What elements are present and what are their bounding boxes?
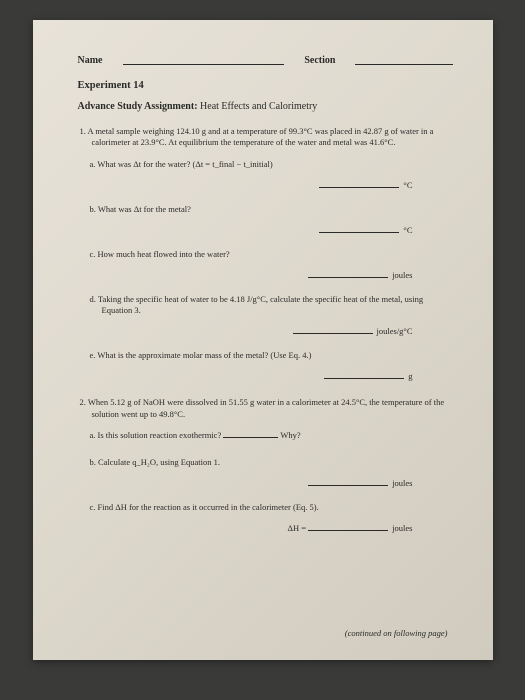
q1a: a. What was Δt for the water? (Δt = t_fi… (102, 159, 453, 170)
section-label: Section (304, 55, 335, 66)
section-line (355, 55, 452, 65)
q1d-answer: joules/g°C (78, 326, 413, 336)
q1b: b. What was Δt for the metal? (102, 204, 453, 215)
question-2: 2. When 5.12 g of NaOH were dissolved in… (78, 397, 453, 420)
worksheet-page: Name Section Experiment 14 Advance Study… (33, 20, 493, 660)
unit-jgc: joules/g°C (377, 326, 413, 336)
q1b-answer: °C (78, 225, 413, 235)
title-bold: Advance Study Assignment: (78, 101, 198, 112)
assignment-title: Advance Study Assignment: Heat Effects a… (78, 101, 453, 112)
q1d: d. Taking the specific heat of water to … (102, 294, 453, 316)
q1c: c. How much heat flowed into the water? (102, 249, 453, 260)
title-rest: Heat Effects and Calorimetry (198, 101, 318, 112)
question-1: 1. A metal sample weighing 124.10 g and … (78, 126, 453, 149)
name-label: Name (78, 55, 103, 66)
q2a-text2: Why? (278, 430, 300, 440)
name-line (123, 55, 285, 65)
q2b: b. Calculate q_H₂O, using Equation 1. (102, 457, 453, 468)
delta-h-label: ΔH = (288, 523, 309, 533)
unit-j2: joules (392, 478, 412, 488)
unit-g: g (408, 371, 412, 381)
unit-c: °C (403, 180, 412, 190)
q1a-answer: °C (78, 180, 413, 190)
q1e-answer: g (78, 371, 413, 381)
unit-c2: °C (403, 225, 412, 235)
q2a-text1: a. Is this solution reaction exothermic? (90, 430, 224, 440)
q2a: a. Is this solution reaction exothermic?… (102, 430, 453, 441)
continued-footer: (continued on following page) (345, 628, 448, 638)
header-row: Name Section (78, 55, 453, 66)
q2c-answer: ΔH = joules (78, 523, 413, 533)
unit-j3: joules (392, 523, 412, 533)
q1e: e. What is the approximate molar mass of… (102, 350, 453, 361)
q2c: c. Find ΔH for the reaction as it occurr… (102, 502, 453, 513)
q1c-answer: joules (78, 270, 413, 280)
unit-j: joules (392, 270, 412, 280)
experiment-number: Experiment 14 (78, 80, 453, 91)
q2a-line (223, 437, 278, 438)
q2b-answer: joules (78, 478, 413, 488)
